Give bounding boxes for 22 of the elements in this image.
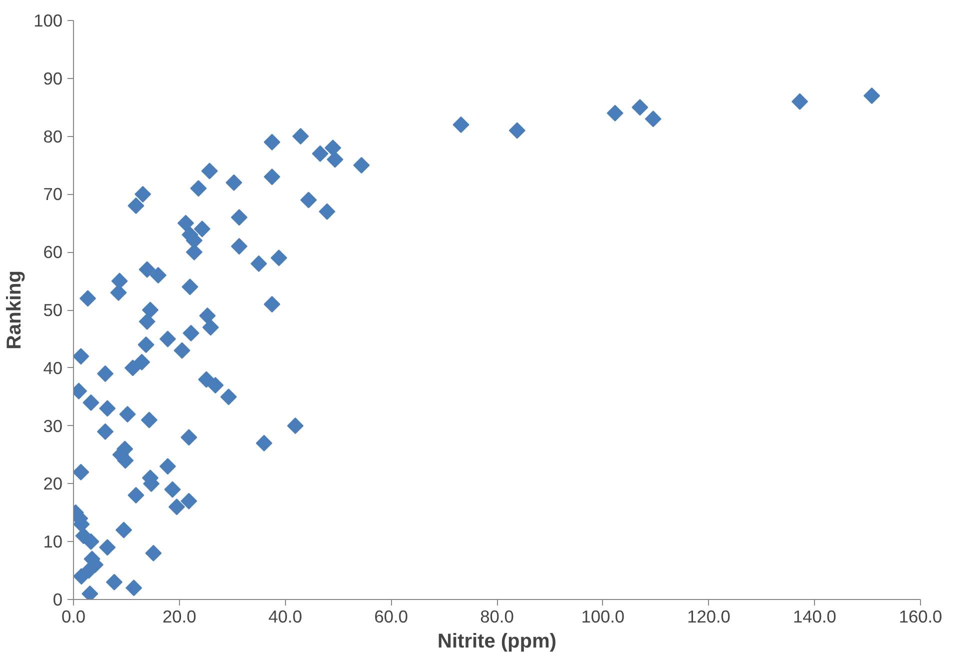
x-tick-label: 100.0 [581, 606, 625, 626]
y-tick-label: 30 [43, 416, 63, 436]
y-tick-label: 40 [43, 358, 63, 378]
x-tick-label: 160.0 [898, 606, 942, 626]
x-tick-label: 0.0 [61, 606, 86, 626]
x-tick-label: 80.0 [480, 606, 514, 626]
y-tick-label: 50 [43, 300, 63, 320]
x-axis-title: Nitrite (ppm) [438, 630, 556, 652]
y-tick-label: 10 [43, 532, 63, 552]
y-tick-label: 70 [43, 184, 63, 204]
x-tick-label: 120.0 [687, 606, 730, 626]
y-tick-label: 20 [43, 474, 63, 494]
y-axis-title: Ranking [4, 270, 26, 350]
x-tick-label: 20.0 [162, 606, 196, 626]
x-tick-label: 60.0 [374, 606, 408, 626]
x-tick-label: 140.0 [792, 606, 836, 626]
y-tick-label: 80 [43, 126, 63, 146]
y-tick-label: 100 [34, 10, 63, 30]
y-tick-label: 60 [43, 242, 63, 262]
y-tick-label: 90 [43, 68, 63, 88]
x-tick-label: 40.0 [268, 606, 302, 626]
y-tick-label: 0 [52, 590, 63, 610]
